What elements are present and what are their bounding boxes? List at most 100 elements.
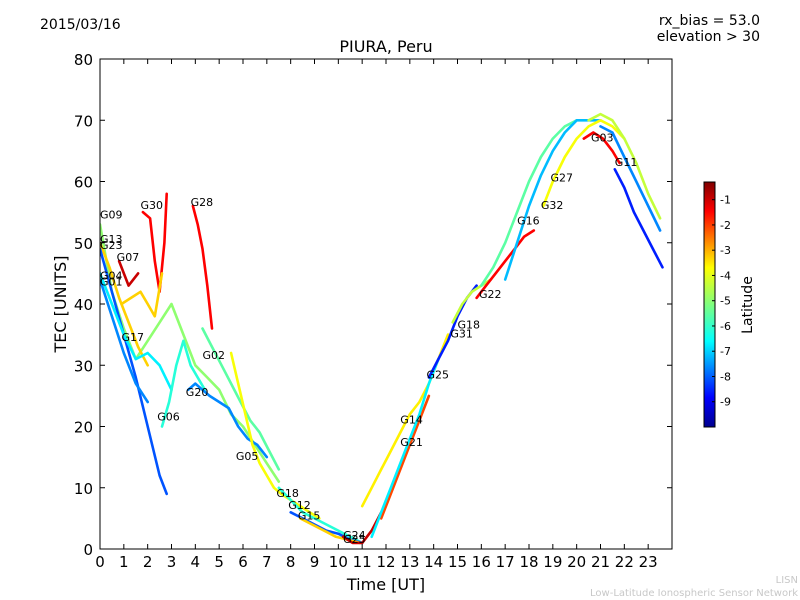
satellite-label: G12 xyxy=(288,499,311,512)
series-g18b xyxy=(451,278,493,324)
x-tick-label: 3 xyxy=(167,553,177,571)
x-tick-label: 8 xyxy=(286,553,296,571)
elevation-label: elevation > 30 xyxy=(656,29,760,45)
series-g05 xyxy=(229,351,321,520)
satellite-label: G30 xyxy=(141,199,164,212)
satellite-label: G20 xyxy=(186,386,209,399)
y-tick-label: 70 xyxy=(74,112,93,130)
y-tick-label: 30 xyxy=(74,357,93,375)
series-g28 xyxy=(191,204,214,330)
colorbar-tick-label: -4 xyxy=(720,269,731,282)
plot-frame xyxy=(99,58,673,550)
satellite-label: G18 xyxy=(458,319,481,332)
x-tick-label: 21 xyxy=(591,553,610,571)
satellite-label: G11 xyxy=(615,156,638,169)
satellite-label: G31 xyxy=(450,328,473,341)
x-tick-label: 16 xyxy=(472,553,491,571)
rx-bias-label: rx_bias = 53.0 xyxy=(658,13,760,29)
satellite-label: G27 xyxy=(550,172,573,185)
series-g23 xyxy=(100,247,168,496)
date-label: 2015/03/16 xyxy=(40,17,121,33)
satellite-label: G06 xyxy=(157,410,180,423)
satellite-label: G22 xyxy=(479,288,502,301)
series-g18 xyxy=(277,486,364,545)
network-full-label: Low-Latitude Ionospheric Sensor Network xyxy=(590,588,798,599)
satellite-label: G18 xyxy=(276,487,299,500)
x-tick-label: 1 xyxy=(119,553,129,571)
series-g07 xyxy=(117,259,140,287)
colorbar-tick-label: -1 xyxy=(720,194,731,207)
x-tick-label: 12 xyxy=(376,553,395,571)
colorbar-tick-label: -9 xyxy=(720,396,731,409)
series-g06 xyxy=(160,339,207,428)
colorbar-tick-label: -5 xyxy=(720,295,731,308)
x-axis-label: Time [UT] xyxy=(346,575,425,594)
series-g21 xyxy=(370,357,440,539)
series-g13 xyxy=(100,241,149,367)
y-tick-label: 50 xyxy=(74,235,93,253)
satellite-label: G24 xyxy=(343,529,366,542)
series-g02 xyxy=(201,327,281,471)
colorbar-tick-label: -3 xyxy=(720,244,731,257)
x-tick-label: 13 xyxy=(400,553,419,571)
satellite-label: G23 xyxy=(100,239,123,252)
series-g24 xyxy=(341,510,383,545)
satellite-label: G21 xyxy=(400,436,423,449)
series-g03 xyxy=(582,131,621,165)
y-tick-label: 80 xyxy=(74,51,93,69)
x-tick-label: 2 xyxy=(143,553,153,571)
y-tick-label: 20 xyxy=(74,419,93,437)
x-tick-label: 22 xyxy=(615,553,634,571)
y-tick-label: 40 xyxy=(74,296,93,314)
colorbar-tick-label: -6 xyxy=(720,320,731,333)
series-g01 xyxy=(100,278,149,404)
x-tick-label: 5 xyxy=(214,553,224,571)
x-tick-label: 17 xyxy=(496,553,515,571)
satellite-label: G25 xyxy=(343,533,366,546)
series-g27b xyxy=(599,125,662,232)
satellite-label: G32 xyxy=(541,199,564,212)
x-tick-label: 14 xyxy=(424,553,443,571)
x-tick-label: 15 xyxy=(448,553,467,571)
x-tick-label: 7 xyxy=(262,553,272,571)
satellite-label: G28 xyxy=(191,196,214,209)
satellite-label: G25 xyxy=(427,369,450,382)
series-g11 xyxy=(613,168,664,269)
colorbar-label: Latitude xyxy=(740,276,756,334)
colorbar xyxy=(703,181,716,428)
series-g27 xyxy=(541,119,626,208)
satellite-label: G04 xyxy=(100,270,123,283)
series-g22 xyxy=(475,229,536,300)
colorbar-tick-label: -7 xyxy=(720,345,731,358)
series-g16 xyxy=(479,119,579,287)
x-tick-label: 10 xyxy=(329,553,348,571)
colorbar-tick-label: -8 xyxy=(720,370,731,383)
satellite-label: G16 xyxy=(517,214,540,227)
y-tick-label: 60 xyxy=(74,174,93,192)
colorbar-tick-label: -2 xyxy=(720,219,731,232)
x-tick-label: 6 xyxy=(238,553,248,571)
satellite-label: G17 xyxy=(121,331,144,344)
satellite-label: G15 xyxy=(298,510,321,523)
x-tick-label: 20 xyxy=(567,553,586,571)
network-short-label: LISN xyxy=(775,575,798,586)
x-tick-label: 0 xyxy=(95,553,105,571)
x-tick-label: 19 xyxy=(543,553,562,571)
x-tick-label: 23 xyxy=(639,553,658,571)
series-g04 xyxy=(100,272,173,392)
series-g17 xyxy=(120,272,164,318)
satellite-label: G03 xyxy=(591,132,614,145)
satellite-label: G02 xyxy=(202,349,225,362)
series-g09 xyxy=(100,223,281,483)
chart-title: PIURA, Peru xyxy=(339,37,432,56)
satellite-label: G05 xyxy=(236,450,259,463)
satellite-label: G07 xyxy=(117,251,140,264)
y-tick-label: 10 xyxy=(74,480,93,498)
y-axis-label: TEC [UNITS] xyxy=(51,256,70,354)
series-g30 xyxy=(141,192,168,294)
series-g32 xyxy=(503,119,602,281)
satellite-label: G01 xyxy=(100,276,123,289)
satellite-label: G13 xyxy=(100,233,123,246)
satellite-label: G09 xyxy=(100,208,123,221)
